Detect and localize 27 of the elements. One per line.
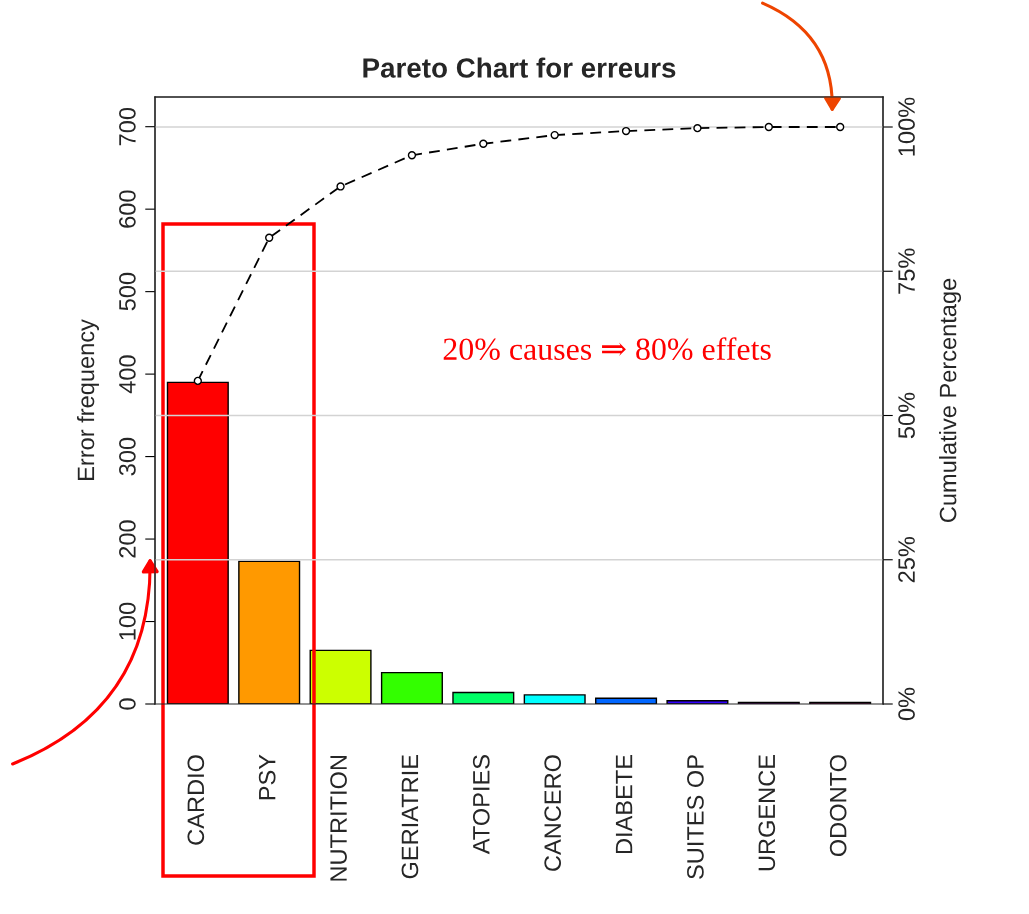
annotation: 20% causes ⇒ 80% effets xyxy=(443,337,771,361)
y-tick-label: 300 xyxy=(119,437,136,476)
y2-tick-label: 0% xyxy=(898,687,915,721)
x-tick-label: DIABETE xyxy=(615,755,633,854)
x-tick-label: NUTRITION xyxy=(330,755,347,881)
y2-tick-label: 50% xyxy=(898,392,915,439)
x-tick-label: SUITES OP xyxy=(687,755,704,879)
x-tick-label: ODONTO xyxy=(829,755,847,857)
y-tick-label: 400 xyxy=(119,355,136,394)
x-tick-label: ATOPIES xyxy=(472,755,490,855)
y2-axis-title: Cumulative Percentage xyxy=(939,278,962,523)
y2-tick-label: 75% xyxy=(898,248,915,294)
x-tick-label: CANCERO xyxy=(544,755,562,871)
x-tick-label: PSY xyxy=(258,754,276,800)
y-tick-label: 500 xyxy=(119,272,136,311)
y2-tick-label: 100% xyxy=(898,97,915,156)
y-tick-label: 600 xyxy=(119,190,136,228)
x-tick-label: CARDIO xyxy=(187,755,205,845)
y-tick-label: 100 xyxy=(119,602,136,640)
y2-tick-label: 25% xyxy=(898,536,915,583)
y-tick-label: 700 xyxy=(119,107,136,146)
y-tick-label: 0 xyxy=(119,698,136,710)
y-axis-title: Error frequency xyxy=(76,319,99,480)
x-tick-label: GERIATRIE xyxy=(401,755,419,879)
chart-title: Pareto Chart for erreurs xyxy=(363,57,676,78)
y-tick-label: 200 xyxy=(119,520,136,558)
x-tick-label: URGENCE xyxy=(758,755,776,871)
